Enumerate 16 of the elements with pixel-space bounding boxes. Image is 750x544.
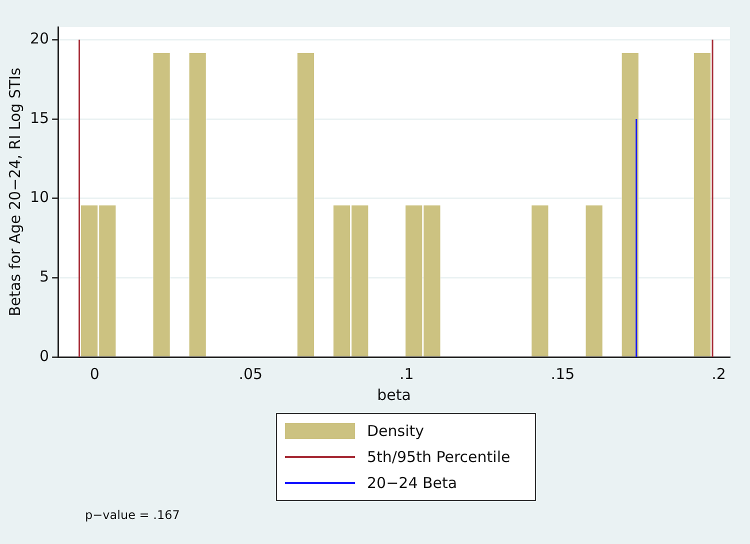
x-tick-label: .1 (400, 364, 414, 383)
legend-label: 5th/95th Percentile (367, 448, 510, 466)
y-tick-label: 15 (30, 108, 50, 127)
x-tick-label: .15 (550, 364, 575, 383)
x-tick-label: 0 (90, 364, 100, 383)
x-axis-title: beta (377, 386, 411, 404)
y-tick-label: 10 (30, 188, 50, 206)
legend-label: 20−24 Beta (367, 474, 458, 492)
y-tick-label: 20 (30, 30, 50, 48)
x-tick-label: .2 (712, 364, 726, 383)
y-axis-title: Betas for Age 20−24, RI Log STIs (6, 67, 24, 316)
y-tick-label: 0 (40, 346, 50, 365)
y-tick-label: 5 (40, 268, 50, 286)
legend-label: Density (367, 422, 424, 440)
x-tick-label: .05 (238, 364, 263, 383)
text: p−value = .167 (85, 508, 180, 522)
